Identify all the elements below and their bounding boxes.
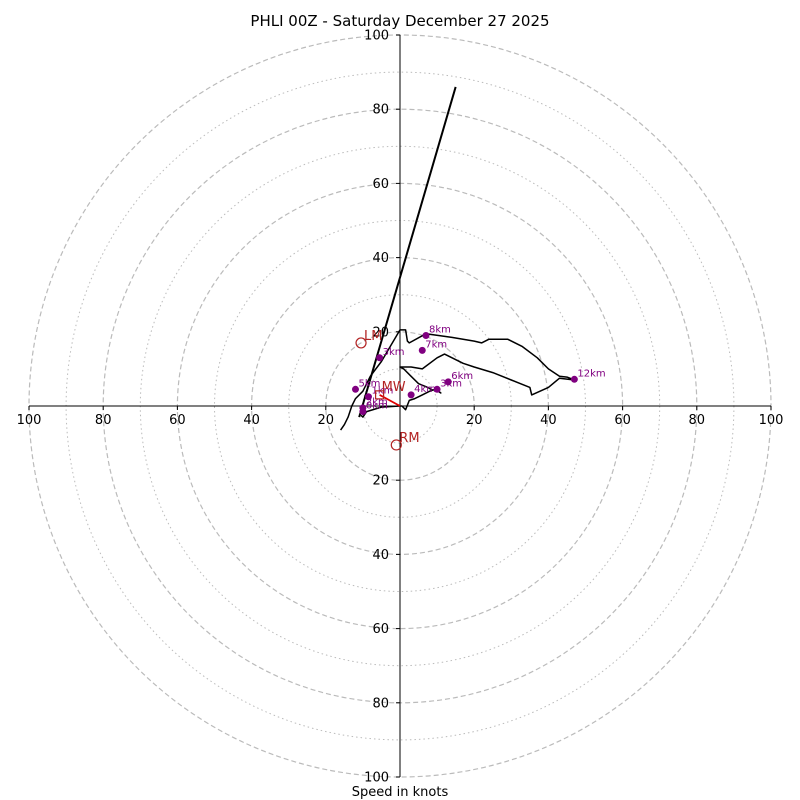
lm-label: LM (364, 329, 382, 344)
height-marker-dot (359, 404, 367, 412)
y-tick-label: 60 (372, 177, 389, 192)
height-marker-label: 6km (451, 371, 473, 382)
height-marker-dot (418, 346, 426, 354)
x-tick-label: 60 (614, 413, 631, 428)
height-marker-label: 5km (358, 378, 380, 389)
height-marker-dot (376, 354, 384, 362)
y-tick-label: 80 (372, 103, 389, 118)
x-tick-label: 40 (540, 413, 557, 428)
storm-motion: LM RM MW (355, 329, 420, 451)
rm-label: RM (399, 431, 419, 446)
height-marker-dot (433, 385, 441, 393)
y-tick-label: 40 (372, 548, 389, 563)
x-tick-label: 20 (318, 413, 335, 428)
mw-marker (374, 390, 385, 400)
height-marker-label: 4km (414, 384, 436, 395)
wind-profile-line (339, 329, 576, 431)
y-tick-label: 60 (372, 622, 389, 637)
x-axis-label: Speed in knots (352, 785, 449, 800)
upper-level-segment (358, 86, 457, 418)
height-marker-dot (407, 391, 415, 399)
chart-title: PHLI 00Z - Saturday December 27 2025 (250, 12, 549, 30)
x-tick-label: 60 (169, 413, 186, 428)
y-tick-label: 80 (372, 696, 389, 711)
mw-label: MW (382, 380, 406, 395)
height-marker-label: 0km (366, 401, 388, 412)
height-marker-dot (570, 375, 578, 383)
lm-marker (355, 337, 367, 349)
height-marker-dot (351, 385, 359, 393)
rm-marker (390, 439, 402, 451)
y-tick-label: 100 (364, 29, 389, 44)
height-marker-dot (422, 332, 430, 340)
height-marker-dot (444, 378, 452, 386)
height-marker-label: 7km (425, 339, 447, 350)
height-marker-label: 8km (429, 325, 451, 336)
y-tick-label: 20 (372, 474, 389, 489)
y-tick-label: 100 (364, 771, 389, 786)
height-marker-dot (364, 393, 372, 401)
x-tick-label: 20 (466, 413, 483, 428)
x-tick-label: 100 (759, 413, 784, 428)
height-marker-label: 3km (383, 347, 405, 358)
hodograph-trace (339, 86, 576, 431)
height-marker-label: 12km (577, 368, 605, 379)
x-tick-label: 80 (95, 413, 112, 428)
x-tick-label: 100 (17, 413, 42, 428)
x-tick-label: 80 (689, 413, 706, 428)
x-tick-label: 40 (243, 413, 260, 428)
tick-labels: 100 80 60 40 20 20 40 60 80 100100806040202040608… (17, 29, 784, 786)
y-tick-label: 40 (372, 251, 389, 266)
height-marker-label: 2km (366, 397, 388, 408)
